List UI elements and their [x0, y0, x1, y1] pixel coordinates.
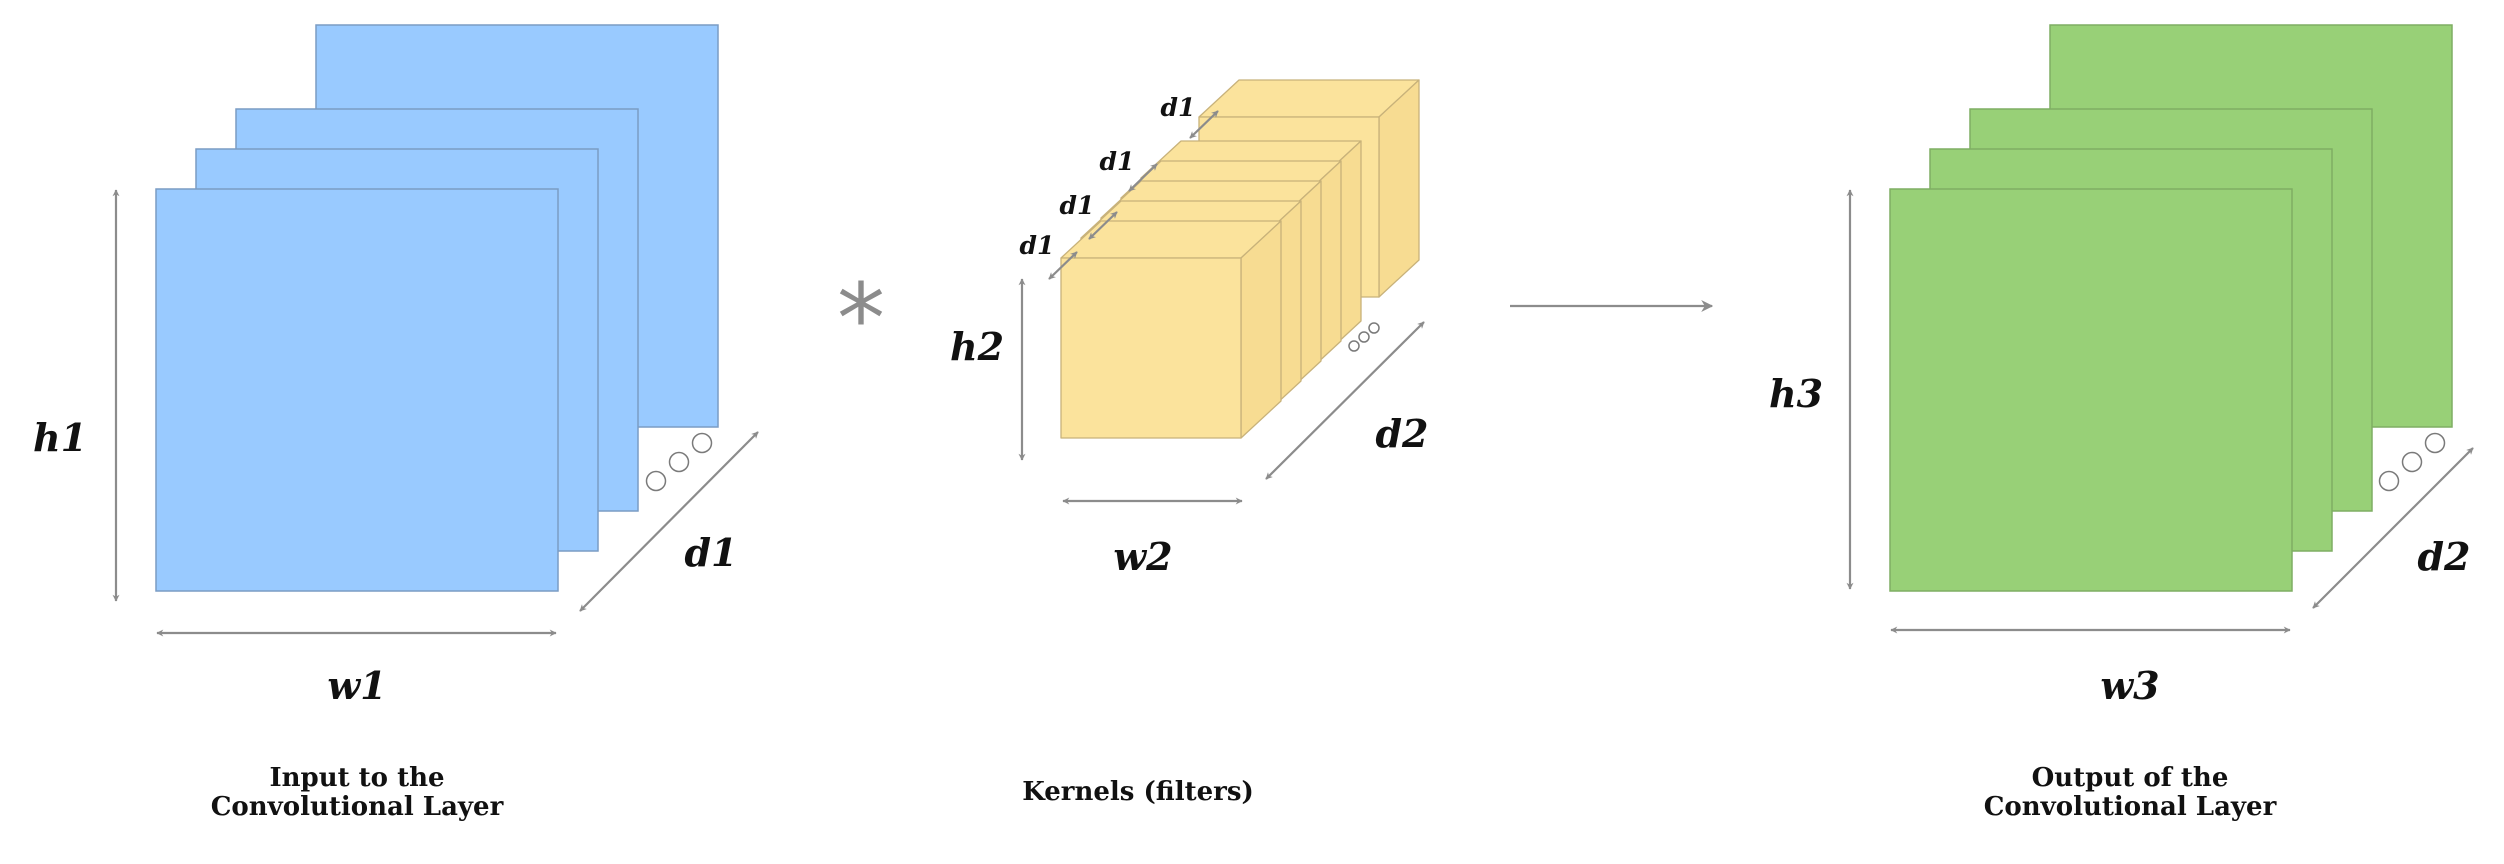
kernel-depth-label: d2 [1375, 411, 1428, 456]
kernel-side-face [1240, 220, 1282, 439]
output-depth-label: d2 [2417, 534, 2470, 579]
kernel-spacing-label-4: d1 [1161, 93, 1196, 122]
convolution-operator: * [837, 263, 885, 375]
input-depth-arrow [579, 431, 759, 612]
input-depth-label: d1 [684, 530, 737, 575]
input-caption-line-1: Input to the [269, 763, 444, 793]
output-height-label: h3 [1769, 371, 1823, 416]
kernels-caption: Kernels (filters) [1022, 777, 1254, 807]
kernel-stack [1060, 79, 1420, 439]
kernel-spacing-label-3: d1 [1100, 147, 1135, 176]
kernel-height-label: h2 [950, 324, 1004, 369]
output-caption-line-2: Convolutional Layer [1984, 792, 2277, 822]
output-caption-line-1: Output of the [2032, 763, 2229, 793]
input-feature-maps [155, 24, 719, 592]
output-feature-maps [1889, 24, 2453, 592]
input-height-label: h1 [33, 415, 87, 460]
output-map-front [1889, 188, 2293, 592]
kernel-spacing-label-1: d1 [1020, 231, 1055, 260]
kernel-spacing-arrow-1 [1048, 251, 1078, 280]
output-ellipsis-dots [2378, 432, 2446, 492]
input-caption-line-2: Convolutional Layer [211, 792, 504, 822]
input-map-front [155, 188, 559, 592]
output-width-label: w3 [2100, 663, 2159, 708]
kernel-side-face [1378, 79, 1420, 298]
input-ellipsis-dots [645, 432, 713, 492]
kernel-width-label: w2 [1113, 534, 1172, 579]
kernel-depth-arrow [1265, 321, 1425, 480]
input-width-label: w1 [327, 663, 386, 708]
kernel-spacing-arrow-4 [1189, 110, 1219, 139]
output-depth-arrow [2312, 447, 2474, 609]
kernel-spacing-arrow-2 [1088, 211, 1118, 240]
kernel-spacing-label-2: d1 [1060, 191, 1095, 220]
kernel-front [1060, 220, 1282, 439]
kernel-spacing-arrow-3 [1128, 163, 1158, 192]
kernel-front-face [1060, 257, 1242, 439]
